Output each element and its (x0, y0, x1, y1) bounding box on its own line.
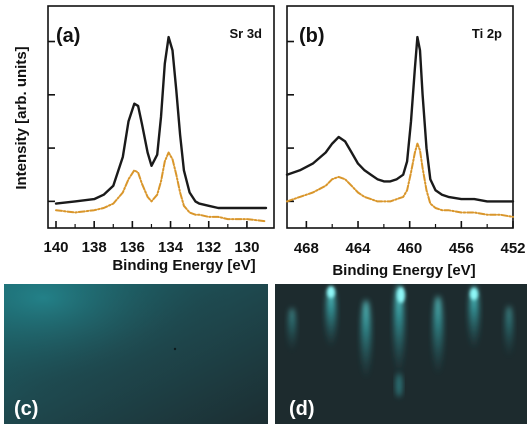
panel-a-letter: (a) (56, 25, 80, 47)
panel-a-sr3d: 140 138 136 134 132 130 (a) Sr 3d Binding Ene… (43, 5, 275, 274)
series-line-orange (55, 151, 267, 223)
x-tick-label: 138 (82, 239, 107, 256)
x-tick-label: 464 (346, 240, 372, 257)
rheed-spot (470, 288, 478, 300)
rheed-streak (288, 308, 296, 352)
x-tick-label: 132 (196, 239, 221, 256)
rheed-streak (396, 373, 402, 397)
x-tick-label: 460 (397, 240, 422, 257)
panel-c-rheed-image: (c) (4, 284, 268, 424)
panel-b-frame (286, 5, 514, 229)
panel-b-series (285, 35, 515, 218)
rheed-spot (397, 287, 405, 303)
panel-b-y-ticks (287, 40, 294, 203)
x-tick-label: 134 (158, 239, 184, 256)
panel-a-y-ticks (48, 40, 55, 203)
panel-a-x-ticks: 140 138 136 134 132 130 (43, 221, 259, 256)
series-line-black (285, 35, 515, 203)
panel-b-x-ticks: 468 464 460 456 452 (294, 221, 526, 257)
panel-b-letter: (b) (299, 25, 325, 47)
rheed-streak (394, 285, 404, 375)
panel-b-x-axis-title: Binding Energy [eV] (332, 262, 475, 279)
rheed-streak (505, 306, 513, 358)
x-tick-label: 140 (43, 239, 68, 256)
rheed-streak (469, 286, 479, 350)
panel-b-ti2p: 468 464 460 456 452 (b) Ti 2p Binding Energy… (285, 5, 526, 279)
panel-d-rheed-image: (d) (275, 284, 527, 424)
rheed-streak (326, 288, 336, 348)
x-tick-label: 456 (449, 240, 474, 257)
x-tick-label: 136 (120, 239, 145, 256)
panel-c-letter: (c) (14, 398, 38, 420)
panel-a-element-label: Sr 3d (229, 26, 262, 41)
panel-a-series (54, 35, 268, 223)
x-tick-label: 452 (500, 240, 525, 257)
rheed-streak (433, 296, 443, 376)
x-tick-label: 468 (294, 240, 319, 257)
panel-a-x-axis-title: Binding Energy [eV] (112, 257, 255, 274)
panel-c-speck (173, 347, 177, 351)
panel-c-glow (4, 284, 268, 424)
x-tick-label: 130 (234, 239, 259, 256)
panel-b-element-label: Ti 2p (472, 26, 502, 41)
series-line-orange (286, 142, 514, 218)
y-axis-title: Intensity [arb. units] (13, 46, 30, 189)
panel-d-letter: (d) (289, 398, 315, 420)
panel-d-streaks (288, 285, 513, 397)
series-line-black (54, 35, 268, 210)
rheed-streak (361, 300, 371, 380)
rheed-spot (327, 286, 335, 298)
